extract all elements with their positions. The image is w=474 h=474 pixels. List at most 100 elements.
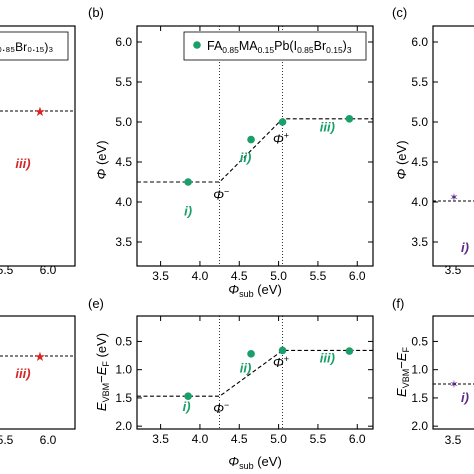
panel-e-xtick-label-3: 5.0: [270, 432, 287, 446]
panel-e-ytick-label-1: 1.0: [115, 363, 132, 377]
panel-f-ytick-label-2: 1.5: [411, 391, 428, 405]
panel-b: (b) i) ii) iii) Φ− Φ+ 3.5 4.0 4.5 5.0 5.5 6.0 3.5 4…: [88, 5, 374, 299]
panel-c-regime-i: i): [461, 240, 469, 255]
panel-f-ylabel: EVBM−EF: [394, 347, 411, 397]
panel-b-letter: (b): [88, 5, 104, 20]
panel-e-xtick-label-5: 6.0: [349, 432, 366, 446]
panel-b-xtick-label-5: 6.0: [349, 269, 366, 283]
panel-a-xtick-1: 6.0: [40, 263, 57, 277]
panel-b-xtick-label-2: 4.5: [231, 269, 248, 283]
panel-c-ytick-label-4: 5.5: [411, 75, 428, 89]
panel-f-ytick-label-3: 2.0: [411, 419, 428, 433]
panel-e-xtick-label-0: 3.5: [152, 432, 169, 446]
panel-c: (c) Φ (eV) 3.5 4.0 4.5 5.0 5.5 6.0 ✶ i) 3.5: [392, 5, 474, 277]
panel-e-ytick-label-0: 0.5: [115, 334, 132, 348]
panel-c-frame: [432, 25, 474, 267]
panel-e-point-1: [247, 350, 255, 358]
panel-b-xtick-label-1: 4.0: [192, 269, 209, 283]
panel-a-legend-box: [0, 31, 69, 61]
panel-e-xtick-label-4: 5.5: [310, 432, 327, 446]
panel-b-pinning-line: [137, 118, 373, 183]
panel-f-regime-i: i): [461, 390, 469, 405]
panel-f-ytick-label-0: 0.5: [411, 334, 428, 348]
panel-e-point-0: [184, 392, 192, 401]
panel-e-ylabel: EVBM−EF (eV): [94, 333, 111, 411]
panel-c-letter: (c): [392, 5, 407, 20]
panel-b-point-3: [345, 115, 354, 123]
panel-c-ytick-label-3: 5.0: [411, 115, 428, 129]
panel-c-ylabel: Φ (eV): [394, 140, 409, 179]
panel-e-xlabel: Φsub (eV): [228, 454, 282, 471]
panel-e-xtick-label-1: 4.0: [192, 432, 209, 446]
panel-b-xlabel: Φsub (eV): [228, 282, 282, 299]
panel-b-xtick-label-3: 5.0: [270, 269, 287, 283]
panel-c-xtick-0: 3.5: [445, 263, 462, 277]
panel-d-regime-iii: iii): [15, 366, 30, 381]
panel-b-ytick-label-3: 5.0: [115, 115, 132, 129]
panel-b-plot-area: i) ii) iii) Φ− Φ+: [137, 26, 373, 266]
panel-e-ytick-label-2: 1.5: [115, 391, 132, 405]
panel-b-point-0: [184, 178, 192, 186]
panel-b-frame: [136, 25, 374, 267]
panel-d: ★ iii) 5.5 6.0: [0, 315, 76, 447]
panel-f-star: ✶: [449, 379, 458, 391]
panel-b-ytick-label-2: 4.5: [115, 155, 132, 169]
panel-e-axes: 3.5 4.0 4.5 5.0 5.5 6.0 0.5 1.0 1.5 2.0: [115, 315, 374, 446]
panel-e-annotation-2: iii): [320, 350, 335, 365]
panel-b-ylabel: Φ (eV): [94, 140, 109, 179]
panel-e-point-3: [345, 347, 354, 355]
panel-b-xtick-label-0: 3.5: [152, 269, 169, 283]
panel-e-ytick-label-3: 2.0: [115, 419, 132, 433]
panel-b-annotation-0: i): [184, 204, 192, 219]
panel-e-annotation-3: Φ−: [213, 400, 229, 416]
panel-d-xtick-0: 5.5: [0, 433, 14, 447]
panel-e-plot-area: i) ii) iii) Φ− Φ+: [137, 316, 373, 429]
panel-b-legend-marker: [193, 41, 201, 49]
panel-c-star: ✶: [449, 192, 458, 204]
panel-d-frame: [0, 315, 76, 430]
panel-e-annotation-1: ii): [240, 361, 252, 376]
panel-f-letter: (f): [392, 296, 404, 311]
panel-b-axes: 3.5 4.0 4.5 5.0 5.5 6.0 3.5 4.0 4.5 5.0 5.5 6.0: [115, 25, 374, 283]
panel-b-point-1: [247, 135, 255, 144]
panel-e-pinning-line: [137, 349, 373, 397]
panel-b-point-2: [278, 118, 287, 126]
panel-c-ytick-label-5: 6.0: [411, 35, 428, 49]
panel-f-yticks: 0.5 1.0 1.5 2.0: [411, 334, 438, 433]
panel-e-frame: [136, 315, 374, 430]
panel-e-letter: (e): [88, 296, 104, 311]
panel-f-ytick-label-1: 1.0: [411, 363, 428, 377]
panel-e-xtick-label-2: 4.5: [231, 432, 248, 446]
panel-a-xtick-0: 5.5: [0, 263, 14, 277]
panel-e-annotation-0: i): [183, 399, 191, 414]
panel-a-star: ★: [34, 104, 46, 119]
panel-e-annotation-4: Φ+: [273, 354, 289, 370]
panel-b-annotation-3: Φ−: [213, 187, 229, 203]
panel-a-frame: [0, 25, 76, 267]
panel-b-ytick-label-5: 6.0: [115, 35, 132, 49]
panel-c-ytick-label-1: 4.0: [411, 195, 428, 209]
panel-b-ytick-label-0: 3.5: [115, 235, 132, 249]
panel-f-xtick-0: 3.5: [445, 433, 462, 447]
panel-b-xtick-label-4: 5.5: [310, 269, 327, 283]
panel-a-regime-iii: iii): [15, 156, 30, 171]
panel-b-annotation-1: ii): [240, 150, 252, 165]
panel-d-star: ★: [34, 349, 46, 364]
panel-e: (e) i) ii) iii) Φ− Φ+ 3.5 4.0 4.5 5.0 5.5 6.0 0.5 1…: [88, 296, 374, 471]
panel-b-annotation-4: Φ+: [273, 131, 289, 147]
panel-b-ytick-label-1: 4.0: [115, 195, 132, 209]
panel-c-ytick-label-0: 3.5: [411, 235, 428, 249]
panel-e-point-2: [278, 346, 287, 355]
panel-a: ₀.₈₅Br₀.₁₅)₃ ★ iii) 5.5 6.0: [0, 25, 76, 277]
panel-b-ytick-label-4: 5.5: [115, 75, 132, 89]
panel-f: (f) EVBM−EF 0.5 1.0 1.5 2.0 ✶ i) 3.5: [392, 296, 474, 447]
panel-c-yticks: 3.5 4.0 4.5 5.0 5.5 6.0: [411, 35, 438, 249]
panel-c-ytick-label-2: 4.5: [411, 155, 428, 169]
panel-b-legend-text: FA0.85MA0.15Pb(I0.85Br0.15)3: [207, 39, 352, 55]
panel-b-annotation-2: iii): [320, 120, 335, 135]
panel-b-legend-box: [183, 31, 367, 61]
panel-f-frame: [432, 315, 474, 430]
panel-a-legend-text: ₀.₈₅Br₀.₁₅)₃: [0, 40, 53, 54]
panel-d-xtick-1: 6.0: [40, 433, 57, 447]
